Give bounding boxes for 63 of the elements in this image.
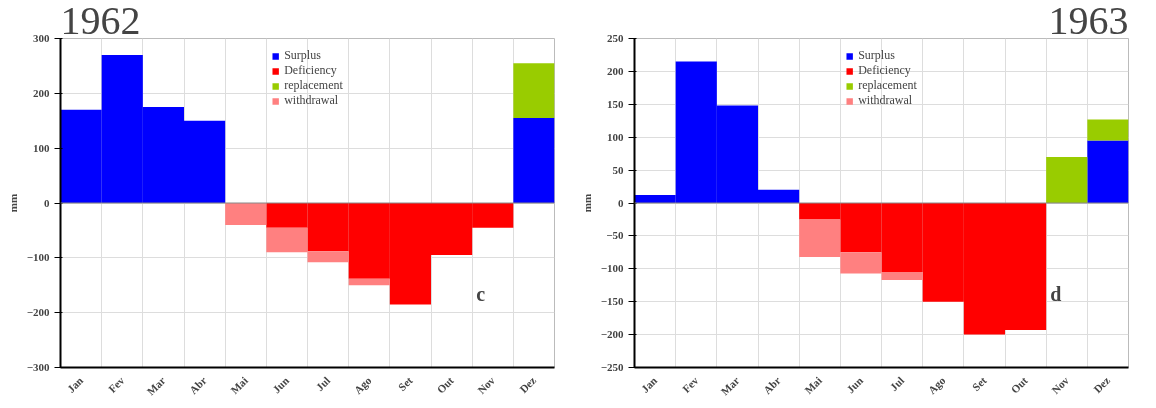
bar (513, 118, 555, 203)
y-tick-label: 0 (618, 196, 624, 209)
x-tick-label: Ago (351, 373, 374, 397)
x-tick-label: Jan (64, 374, 86, 395)
y-tick-label: 300 (33, 32, 50, 44)
bar (225, 203, 267, 225)
y-tick-label: 200 (607, 64, 624, 77)
chart-title: 1962 (60, 0, 141, 43)
y-tick-label: −200 (26, 306, 50, 319)
x-tick-label: Out (434, 374, 457, 396)
y-tick-label: 250 (607, 32, 624, 44)
bar (1087, 119, 1129, 141)
y-tick-label: −150 (600, 295, 624, 308)
y-tick-label: 100 (33, 141, 50, 154)
y-tick-label: 0 (44, 196, 50, 209)
x-tick-label: Mai (802, 374, 824, 397)
x-tick-label: Mai (228, 374, 250, 397)
legend-label: Deficiency (858, 63, 911, 78)
x-tick-label: Mar (144, 374, 168, 398)
legend-label: withdrawal (858, 93, 913, 108)
y-tick-label: 50 (612, 163, 624, 176)
chart-title: 1963 (1048, 0, 1129, 43)
y-tick-label: −100 (26, 251, 50, 264)
legend-label: replacement (284, 78, 343, 93)
x-tick-label: Fev (105, 373, 127, 395)
legend-label: Surplus (284, 48, 321, 63)
x-tick-label: Out (1008, 374, 1031, 396)
x-tick-label: Set (395, 374, 415, 394)
x-tick-label: Fev (679, 373, 701, 395)
x-tick-label: Jul (313, 374, 333, 394)
y-axis-title: mm (6, 193, 19, 213)
y-tick-label: −200 (600, 328, 624, 341)
x-tick-label: Abr (760, 374, 783, 397)
y-tick-label: 100 (607, 130, 624, 143)
y-axis-title: mm (580, 193, 593, 213)
y-tick-label: 200 (33, 86, 50, 99)
x-tick-label: Dez (1091, 374, 1113, 396)
annotation: c (476, 282, 486, 305)
legend-label: replacement (858, 78, 917, 93)
bar (513, 63, 555, 119)
y-tick-label: −250 (600, 361, 624, 373)
x-tick-label: Mar (718, 374, 742, 398)
y-tick-label: 150 (607, 97, 624, 110)
y-tick-label: −50 (606, 229, 624, 242)
bar (1087, 140, 1129, 203)
x-tick-label: Dez (517, 374, 539, 396)
x-tick-label: Jul (887, 374, 907, 394)
y-tick-label: −100 (600, 262, 624, 275)
x-tick-label: Ago (925, 373, 948, 397)
bar (348, 278, 390, 286)
x-tick-label: Jun (844, 374, 866, 396)
bar (1046, 156, 1088, 203)
y-tick-label: −300 (26, 361, 50, 373)
x-tick-label: Jun (270, 374, 292, 396)
x-tick-label: Abr (186, 374, 209, 397)
x-tick-label: Set (969, 374, 989, 394)
legend-label: Surplus (858, 48, 895, 63)
x-tick-label: Nov (1049, 373, 1072, 397)
legend-label: Deficiency (284, 63, 337, 78)
legend-label: withdrawal (284, 93, 339, 108)
x-tick-label: Jan (638, 374, 660, 395)
x-tick-label: Nov (475, 373, 498, 397)
annotation: d (1050, 282, 1062, 305)
